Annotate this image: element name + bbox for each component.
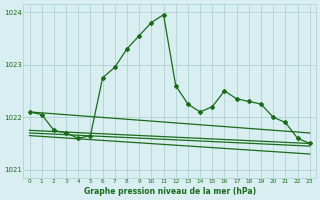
X-axis label: Graphe pression niveau de la mer (hPa): Graphe pression niveau de la mer (hPa) <box>84 187 256 196</box>
